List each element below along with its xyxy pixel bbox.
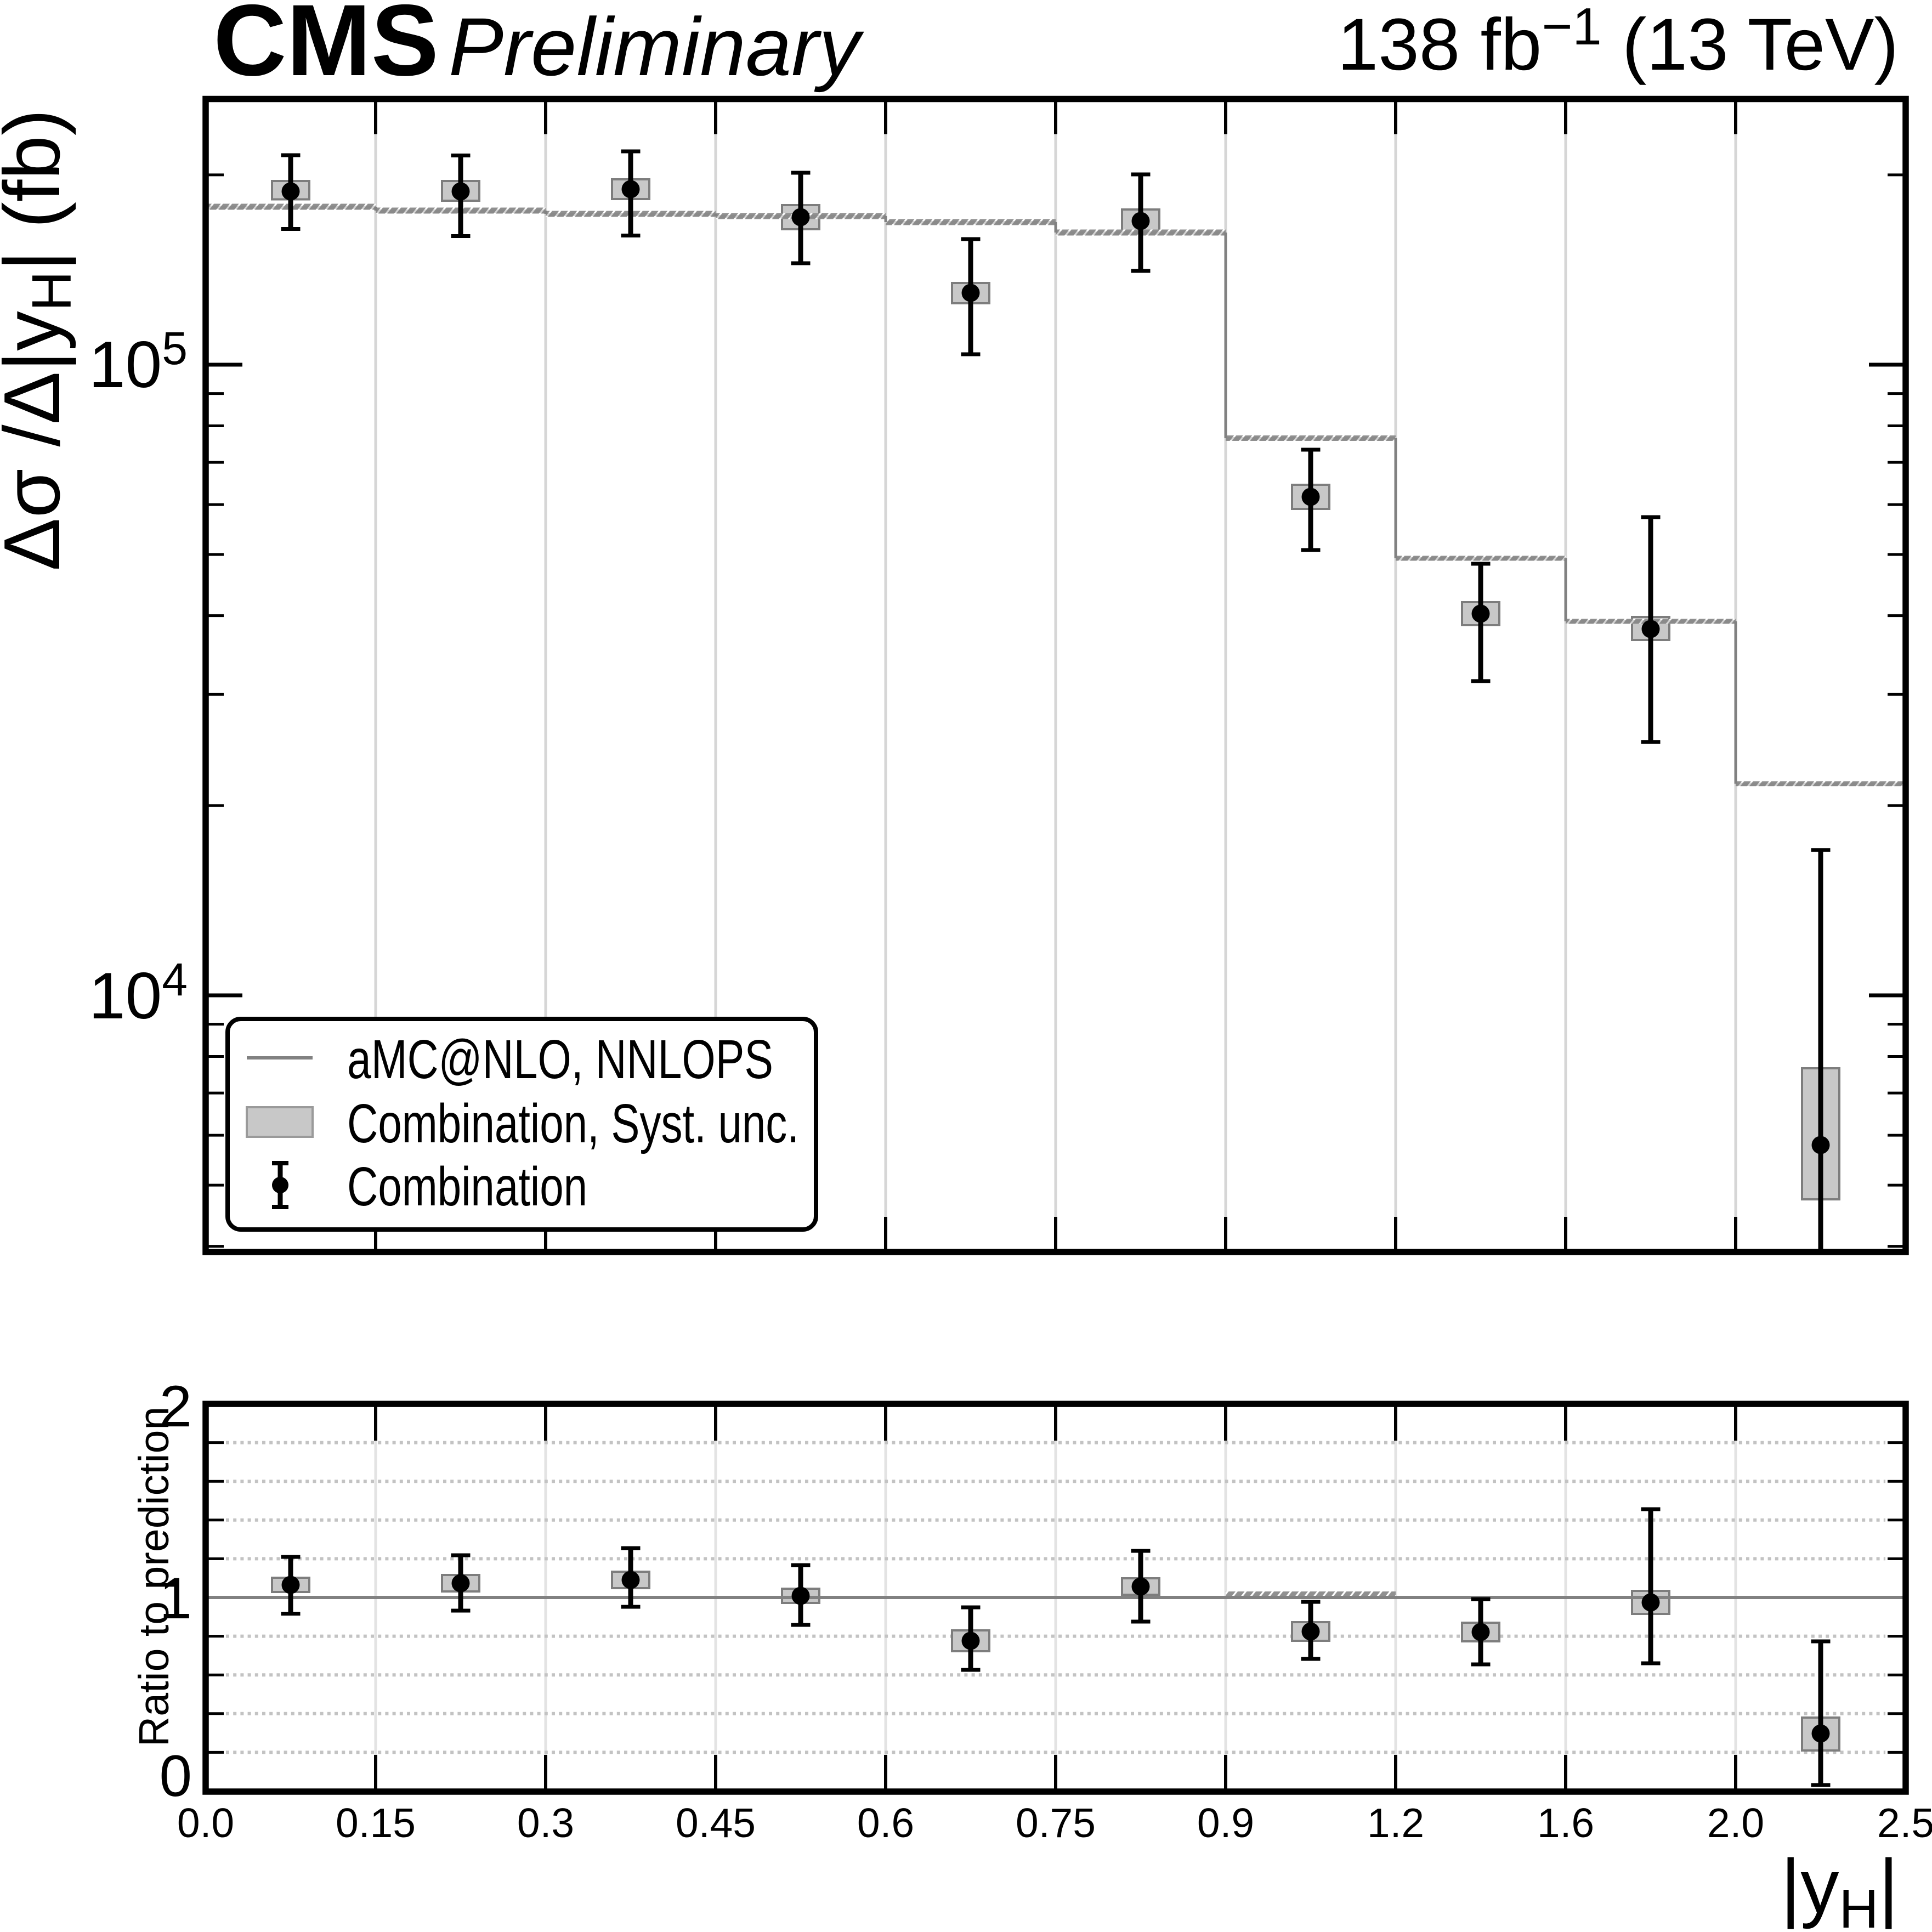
svg-text:0.15: 0.15 [336,1800,416,1846]
svg-text:Combination: Combination [347,1156,587,1217]
svg-text:104: 104 [89,954,188,1033]
svg-text:2.0: 2.0 [1707,1800,1764,1846]
svg-text:0.9: 0.9 [1197,1800,1254,1846]
svg-text:1.2: 1.2 [1367,1800,1424,1846]
svg-text:0: 0 [159,1743,192,1809]
svg-text:CMS: CMS [213,0,439,97]
svg-text:0.45: 0.45 [676,1800,756,1846]
svg-text:Δσ /Δ|yH| (fb): Δσ /Δ|yH| (fb) [0,109,83,571]
svg-text:Combination, Syst. unc.: Combination, Syst. unc. [347,1093,799,1154]
svg-text:1: 1 [159,1565,192,1631]
svg-text:Ratio to prediction: Ratio to prediction [131,1407,178,1747]
svg-text:0.0: 0.0 [177,1800,234,1846]
svg-text:138 fb−1 (13 TeV): 138 fb−1 (13 TeV) [1338,0,1899,86]
svg-text:2: 2 [159,1373,192,1439]
svg-text:0.3: 0.3 [517,1800,574,1846]
svg-text:2.5: 2.5 [1877,1800,1932,1846]
svg-text:0.75: 0.75 [1016,1800,1096,1846]
svg-text:1.6: 1.6 [1537,1800,1594,1846]
svg-text:Preliminary: Preliminary [449,1,864,93]
svg-text:0.6: 0.6 [857,1800,914,1846]
svg-text:aMC@NLO, NNLOPS: aMC@NLO, NNLOPS [347,1029,773,1090]
